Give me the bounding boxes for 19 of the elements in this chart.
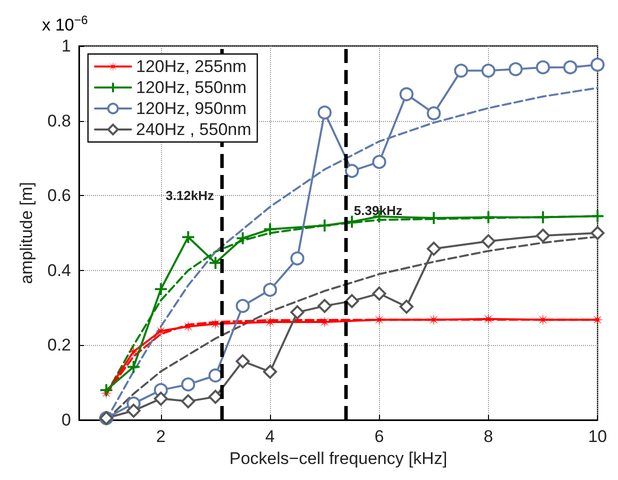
x-tick-label: 10 xyxy=(588,427,608,446)
ref-line-label: 5.39kHz xyxy=(354,203,403,218)
legend-label: 240Hz , 550nm xyxy=(136,120,252,139)
ref-line-label: 3.12kHz xyxy=(166,188,215,204)
legend-label: 120Hz, 950nm xyxy=(136,99,247,118)
x-axis-title: Pockels−cell frequency [kHz] xyxy=(229,449,448,468)
x-tick-label: 4 xyxy=(265,427,275,446)
x-tick-label: 6 xyxy=(374,427,384,446)
y-tick-label: 0 xyxy=(62,410,71,430)
y-tick-label: 0.6 xyxy=(47,186,71,206)
y-tick-label: 0.4 xyxy=(47,260,71,280)
y-tick-label: 0.8 xyxy=(47,111,71,130)
x-tick-label: 8 xyxy=(484,427,494,446)
x-tick-label: 2 xyxy=(156,427,166,446)
legend-label: 120Hz, 255nm xyxy=(136,57,247,76)
legend-label: 120Hz, 550nm xyxy=(136,78,247,97)
y-tick-label: 1 xyxy=(62,36,71,56)
y-tick-label: 0.2 xyxy=(47,336,71,355)
y-axis-title: amplitude [m] xyxy=(17,182,36,284)
